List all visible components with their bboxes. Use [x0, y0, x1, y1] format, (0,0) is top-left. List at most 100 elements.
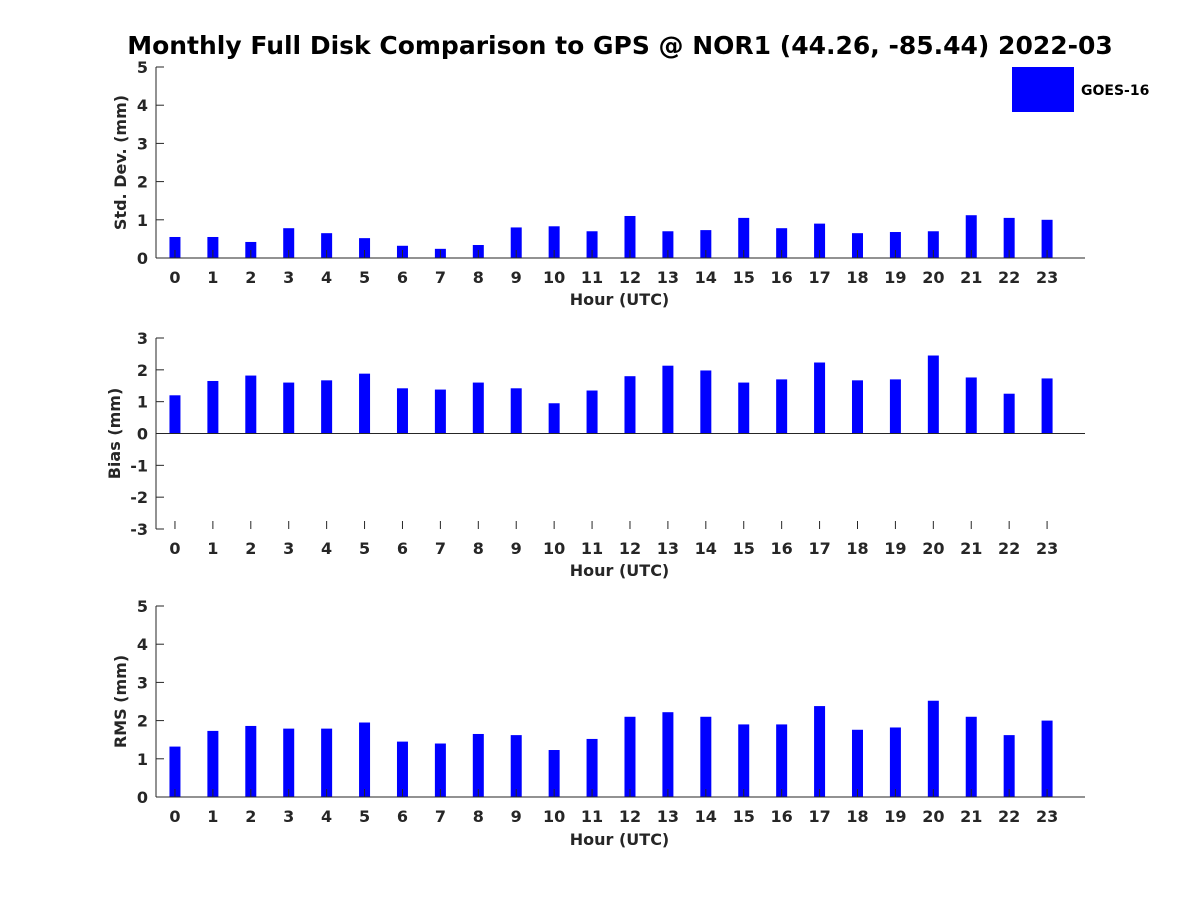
bar-hour-14	[700, 370, 712, 434]
y-tick-label: 4	[137, 635, 148, 654]
x-tick-label: 16	[771, 539, 793, 558]
bar-hour-8	[472, 382, 484, 434]
x-tick-label: 2	[245, 268, 256, 287]
bar-hour-20	[927, 355, 939, 434]
x-tick-label: 21	[960, 539, 982, 558]
x-tick-label: 23	[1036, 268, 1058, 287]
x-tick-label: 22	[998, 807, 1020, 826]
x-tick-label: 12	[619, 807, 641, 826]
x-tick-label: 5	[359, 539, 370, 558]
x-tick-label: 21	[960, 807, 982, 826]
x-tick-label: 23	[1036, 539, 1058, 558]
bar-hour-23	[1041, 720, 1053, 797]
y-tick-label: 5	[137, 597, 148, 616]
bar-hour-19	[889, 232, 901, 258]
bar-hour-17	[814, 706, 826, 797]
bar-hour-4	[321, 233, 333, 258]
bar-hour-18	[851, 729, 863, 797]
bar-hour-15	[738, 382, 750, 434]
x-tick-label: 6	[397, 539, 408, 558]
x-tick-label: 8	[473, 539, 484, 558]
bar-hour-11	[586, 738, 598, 797]
y-tick-label: 1	[137, 211, 148, 230]
x-tick-label: 21	[960, 268, 982, 287]
x-tick-label: 13	[657, 268, 679, 287]
bar-hour-19	[889, 379, 901, 434]
x-tick-label: 20	[922, 807, 944, 826]
x-tick-label: 0	[169, 268, 180, 287]
chart-title: Monthly Full Disk Comparison to GPS @ NO…	[127, 31, 1113, 60]
x-tick-label: 11	[581, 807, 603, 826]
bar-hour-14	[700, 716, 712, 797]
bar-hour-21	[965, 215, 977, 258]
bar-hour-20	[927, 700, 939, 797]
y-tick-label: 2	[137, 361, 148, 380]
x-tick-label: 1	[207, 268, 218, 287]
legend: GOES-16	[1012, 67, 1149, 112]
bar-hour-15	[738, 724, 750, 797]
x-tick-label: 4	[321, 268, 332, 287]
bar-hour-8	[472, 733, 484, 797]
bar-hour-1	[207, 730, 219, 797]
bar-hour-17	[814, 362, 826, 434]
bar-hour-18	[851, 380, 863, 434]
bar-hour-3	[283, 382, 295, 434]
x-tick-label: 7	[435, 539, 446, 558]
bar-hour-23	[1041, 378, 1053, 434]
y-tick-label: 1	[137, 750, 148, 769]
bar-hour-7	[434, 743, 446, 797]
x-tick-label: 8	[473, 807, 484, 826]
y-tick-label: 5	[137, 58, 148, 77]
y-axis-label: Std. Dev. (mm)	[111, 95, 130, 230]
x-tick-label: 4	[321, 539, 332, 558]
y-tick-label: 3	[137, 329, 148, 348]
bar-hour-1	[207, 380, 219, 434]
bar-hour-3	[283, 228, 295, 258]
bar-hour-16	[776, 379, 788, 434]
x-tick-label: 10	[543, 807, 565, 826]
x-tick-label: 15	[733, 539, 755, 558]
y-tick-label: 3	[137, 134, 148, 153]
bar-hour-11	[586, 390, 598, 434]
bar-hour-16	[776, 724, 788, 797]
x-tick-label: 5	[359, 807, 370, 826]
y-tick-label: 0	[137, 788, 148, 807]
bar-hour-12	[624, 376, 636, 434]
bar-hour-13	[662, 712, 674, 797]
bar-hour-6	[396, 388, 408, 434]
x-tick-label: 7	[435, 268, 446, 287]
y-tick-label: 0	[137, 249, 148, 268]
bar-hour-19	[889, 727, 901, 797]
x-tick-label: 12	[619, 268, 641, 287]
x-tick-label: 19	[884, 268, 906, 287]
bar-hour-0	[169, 395, 181, 434]
bar-hour-11	[586, 231, 598, 258]
bar-hour-22	[1003, 735, 1015, 797]
x-tick-label: 14	[695, 268, 717, 287]
bar-hour-2	[245, 375, 257, 434]
bar-hour-21	[965, 377, 977, 434]
x-tick-label: 19	[884, 539, 906, 558]
x-axis-label: Hour (UTC)	[570, 561, 670, 580]
x-tick-label: 0	[169, 807, 180, 826]
x-tick-label: 11	[581, 268, 603, 287]
bar-hour-10	[548, 403, 560, 434]
x-tick-label: 7	[435, 807, 446, 826]
x-tick-label: 20	[922, 268, 944, 287]
x-tick-label: 18	[846, 807, 868, 826]
bar-hour-10	[548, 226, 560, 258]
x-tick-label: 5	[359, 268, 370, 287]
x-tick-label: 15	[733, 807, 755, 826]
x-tick-label: 3	[283, 268, 294, 287]
x-tick-label: 13	[657, 539, 679, 558]
x-tick-label: 20	[922, 539, 944, 558]
x-tick-label: 19	[884, 807, 906, 826]
bar-hour-3	[283, 728, 295, 797]
x-tick-label: 23	[1036, 807, 1058, 826]
bar-hour-22	[1003, 217, 1015, 258]
x-tick-label: 17	[808, 807, 830, 826]
x-tick-label: 14	[695, 539, 717, 558]
